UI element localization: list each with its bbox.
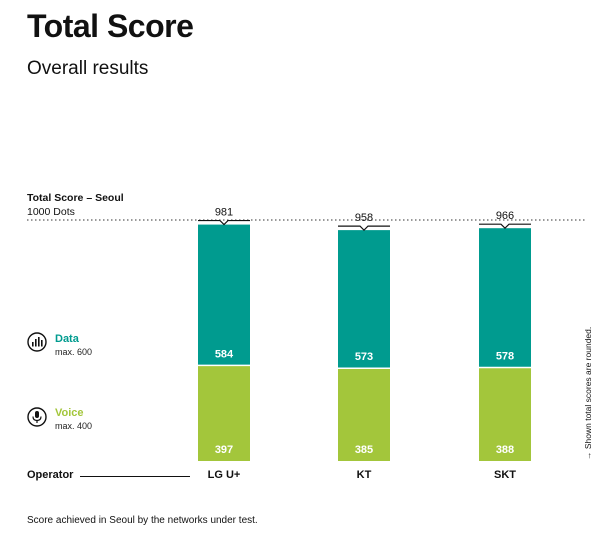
x-axis-label: Operator <box>27 469 74 481</box>
bar-voice-2 <box>479 367 531 461</box>
legend-data-max: max. 600 <box>55 347 93 357</box>
total-bracket-2 <box>479 223 531 230</box>
legend-data-label: Data <box>55 333 79 345</box>
data-label-data-2: 578 <box>496 350 514 362</box>
total-label-0: 981 <box>215 207 233 219</box>
data-label-voice-2: 388 <box>496 444 514 456</box>
bar-voice-0 <box>198 365 250 461</box>
data-label-voice-0: 397 <box>215 444 233 456</box>
bar-data-1 <box>338 230 390 369</box>
y-axis-sublabel: 1000 Dots <box>27 206 75 218</box>
data-label-data-1: 573 <box>355 351 373 363</box>
total-bracket-1 <box>338 225 390 231</box>
total-bracket-0 <box>198 219 250 226</box>
y-axis-label: Total Score – Seoul <box>27 192 124 204</box>
bar-voice-1 <box>338 368 390 461</box>
signal-bars-icon <box>27 332 47 352</box>
microphone-icon <box>27 407 47 427</box>
total-label-2: 966 <box>496 210 514 222</box>
bar-data-0 <box>198 224 250 366</box>
category-label-1: KT <box>357 469 372 481</box>
chart-title: Total Score <box>27 8 194 44</box>
x-axis-rule <box>80 476 190 477</box>
legend-voice-max: max. 400 <box>55 421 93 431</box>
chart-subtitle: Overall results <box>27 58 149 79</box>
footnote: Score achieved in Seoul by the networks … <box>27 515 258 526</box>
total-label-1: 958 <box>355 212 373 224</box>
data-label-data-0: 584 <box>215 348 234 360</box>
category-label-0: LG U+ <box>208 469 241 481</box>
data-label-voice-1: 385 <box>355 444 373 456</box>
bar-data-2 <box>479 228 531 368</box>
category-label-2: SKT <box>494 469 516 481</box>
legend-voice-label: Voice <box>55 407 84 419</box>
